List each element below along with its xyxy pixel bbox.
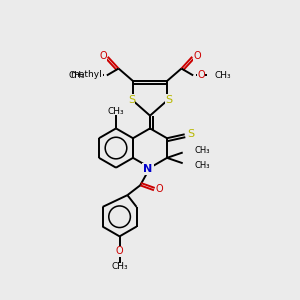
Text: S: S — [128, 95, 135, 105]
Text: S: S — [165, 95, 172, 105]
Text: O: O — [116, 246, 123, 256]
Text: CH₃: CH₃ — [111, 262, 128, 271]
Text: O: O — [193, 51, 201, 61]
Text: methyl: methyl — [70, 70, 102, 79]
Text: CH₃: CH₃ — [215, 71, 231, 80]
Text: CH₃: CH₃ — [194, 146, 210, 155]
Text: CH₃: CH₃ — [108, 107, 124, 116]
Text: O: O — [155, 184, 163, 194]
Text: S: S — [187, 129, 194, 139]
Text: N: N — [143, 164, 153, 174]
Text: O: O — [99, 51, 107, 61]
Text: O: O — [197, 70, 205, 80]
Text: CH₃: CH₃ — [69, 71, 85, 80]
Text: CH₃: CH₃ — [194, 161, 210, 170]
Text: O: O — [95, 70, 103, 80]
